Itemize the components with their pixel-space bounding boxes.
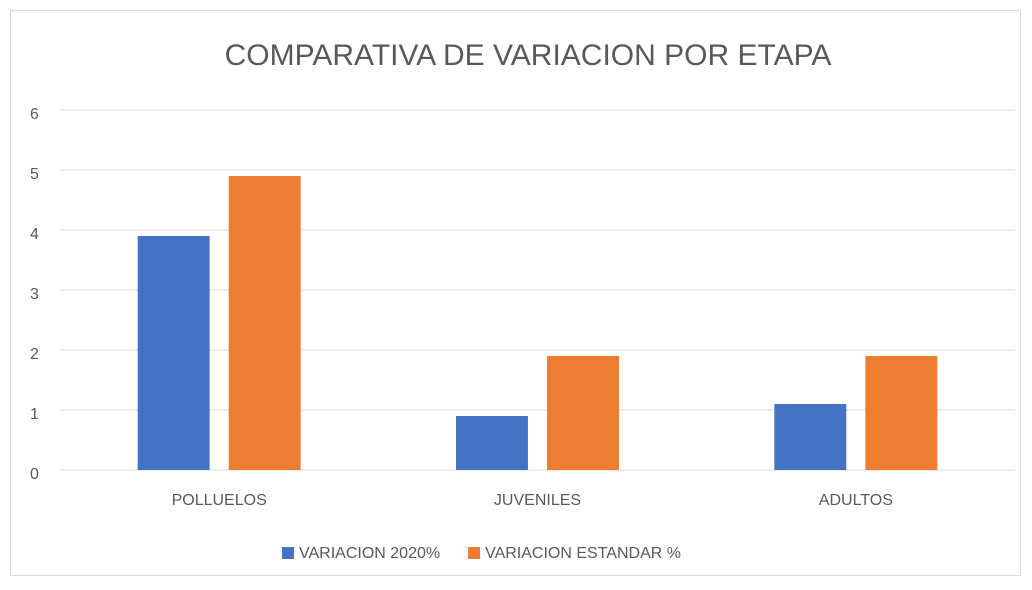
y-tick-label: 3 <box>30 286 39 303</box>
y-tick-label: 6 <box>30 106 39 123</box>
legend-swatch <box>468 547 481 559</box>
legend-label: VARIACION ESTANDAR % <box>485 545 681 562</box>
chart-title: COMPARATIVA DE VARIACION POR ETAPA <box>225 39 832 72</box>
y-tick-label: 5 <box>30 166 39 183</box>
y-tick-label: 0 <box>30 466 39 483</box>
bar <box>137 236 210 470</box>
y-tick-label: 2 <box>30 346 39 363</box>
bar <box>774 404 847 470</box>
bar <box>228 176 301 470</box>
legend-swatch <box>282 547 294 559</box>
bar <box>547 356 619 470</box>
bar <box>456 416 528 470</box>
y-tick-label: 4 <box>30 226 39 243</box>
x-tick-label: ADULTOS <box>819 492 893 509</box>
y-tick-label: 1 <box>30 406 39 423</box>
legend-label: VARIACION 2020% <box>299 545 440 562</box>
bar <box>865 356 938 470</box>
x-tick-label: JUVENILES <box>494 492 581 509</box>
x-tick-label: POLLUELOS <box>172 492 267 509</box>
